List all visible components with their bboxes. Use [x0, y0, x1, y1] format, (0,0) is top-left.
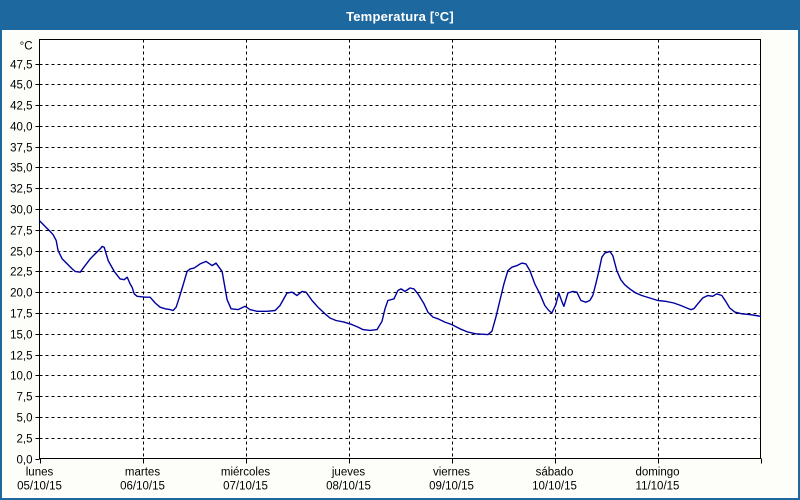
y-tick-label: 35,0 [10, 163, 32, 175]
day-name-label: domingo [635, 467, 679, 479]
day-name-label: lunes [26, 467, 54, 479]
y-tick-label: 22,5 [10, 267, 32, 279]
y-tick-label: 30,0 [10, 205, 32, 217]
day-name-label: martes [125, 467, 160, 479]
y-tick-label: 2,5 [17, 434, 33, 446]
day-date-label: 06/10/15 [120, 481, 165, 493]
temperature-line [38, 219, 762, 336]
plot-area-background [39, 39, 761, 459]
day-date-label: 05/10/15 [17, 481, 62, 493]
window-title-bar: Temperatura [°C] [2, 2, 798, 30]
x-axis-day-labels: lunes 05/10/15 martes 06/10/15 miércoles 07/1… [17, 467, 679, 493]
y-tick-label: 25,0 [10, 247, 32, 259]
y-axis-unit-label: °C [20, 41, 33, 53]
day-name-label: viernes [433, 467, 470, 479]
plot-frame [39, 39, 761, 459]
day-date-label: 09/10/15 [429, 481, 474, 493]
y-tick-label: 7,5 [17, 392, 33, 404]
series-Temperatura [38, 219, 762, 336]
y-tick-label: 12,5 [10, 351, 32, 363]
day-date-label: 11/10/15 [636, 481, 680, 493]
y-tick-label: 40,0 [10, 122, 32, 134]
y-tick-label: 27,5 [10, 226, 32, 238]
day-name-label: sábado [536, 467, 574, 479]
y-tick-label: 47,5 [10, 60, 32, 72]
x-axis-day-label: martes 06/10/15 [120, 467, 165, 493]
x-axis-day-label: lunes 05/10/15 [17, 467, 62, 493]
day-date-label: 10/10/15 [532, 481, 577, 493]
y-tick-label: 10,0 [10, 371, 32, 383]
y-tick-label: 15,0 [10, 330, 32, 342]
y-tick-label: 0,0 [17, 455, 33, 467]
y-tick-label: 42,5 [10, 101, 32, 113]
x-axis-day-label: sábado 10/10/15 [532, 467, 577, 493]
y-tick-label: 32,5 [10, 184, 32, 196]
day-date-label: 07/10/15 [223, 481, 268, 493]
x-axis-day-label: viernes 09/10/15 [429, 467, 474, 493]
y-tick-label: 5,0 [17, 413, 33, 425]
x-axis-day-label: jueves 08/10/15 [326, 467, 371, 493]
y-tick-label: 20,0 [10, 288, 32, 300]
x-axis-day-label: miércoles 07/10/15 [221, 467, 270, 493]
x-tick-marks [40, 458, 762, 464]
x-axis-day-label: domingo 11/10/15 [635, 467, 679, 493]
day-date-label: 08/10/15 [326, 481, 371, 493]
y-gridlines [39, 64, 761, 439]
y-tick-label: 37,5 [10, 143, 32, 155]
y-tick-label: 45,0 [10, 80, 32, 92]
day-name-label: miércoles [221, 467, 270, 479]
y-tick-marks [35, 64, 40, 460]
x-gridlines [143, 39, 659, 459]
y-axis-unit: °C [20, 41, 33, 53]
window-title: Temperatura [°C] [346, 8, 454, 24]
day-name-label: jueves [331, 467, 365, 479]
y-tick-label: 17,5 [10, 309, 32, 321]
y-axis-tick-labels: 0,0 2,5 5,0 7,5 10,0 12,5 15,0 17,5 20,0 22,5 25,0… [10, 60, 32, 467]
